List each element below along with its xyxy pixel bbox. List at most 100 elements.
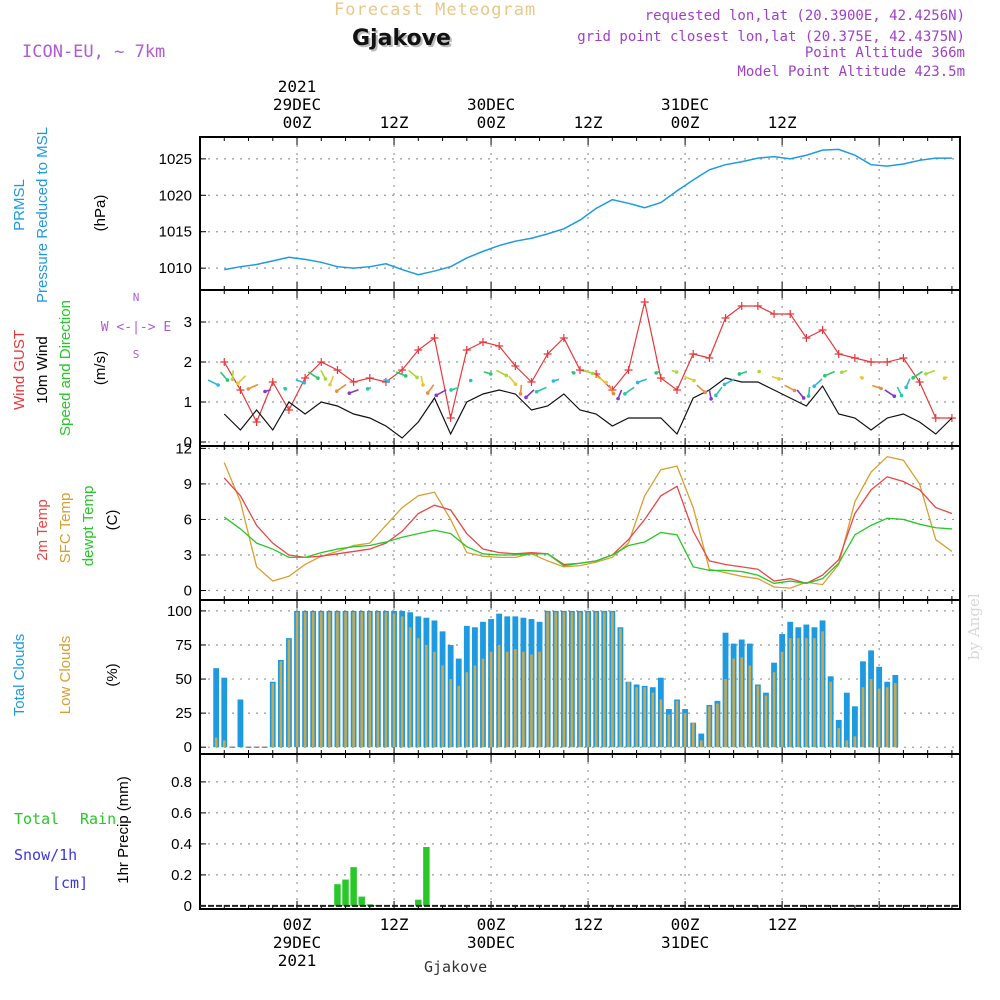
gust-marker xyxy=(543,350,552,358)
rain-bar xyxy=(350,867,357,906)
label-dewpt-temp: dewpt Temp xyxy=(80,486,97,567)
rain-bar xyxy=(415,899,422,906)
label-speed-direction: Speed and Direction xyxy=(57,300,74,436)
low-cloud-bar xyxy=(295,612,299,748)
y-tick-label: 75 xyxy=(175,637,192,654)
total-cloud-bar xyxy=(221,677,228,748)
low-cloud-bar xyxy=(691,722,695,748)
low-cloud-bar xyxy=(514,649,517,748)
low-cloud-bar xyxy=(764,695,768,748)
wind-arrow-head xyxy=(230,377,235,382)
wind-arrow-head xyxy=(812,384,816,389)
gust-marker xyxy=(753,302,762,310)
low-cloud-bar xyxy=(319,612,323,748)
low-cloud-bar xyxy=(473,665,477,748)
wind-arrow-head xyxy=(635,380,640,385)
wind-arrow xyxy=(247,383,259,390)
low-cloud-bar xyxy=(683,713,687,748)
label-total-clouds: Total Clouds xyxy=(11,634,28,717)
low-cloud-bar xyxy=(344,612,347,748)
low-cloud-bar xyxy=(797,638,800,748)
wind-arrow-head xyxy=(924,372,928,376)
wind-arrow xyxy=(207,379,219,386)
wind-arrow-head xyxy=(434,393,439,398)
low-cloud-bar xyxy=(772,672,776,748)
gust-marker xyxy=(430,334,439,342)
y-tick-label: 3 xyxy=(184,547,192,564)
low-cloud-bar xyxy=(861,687,865,748)
legend-cm: [cm] xyxy=(52,874,88,892)
panel-frame xyxy=(199,136,961,291)
wind-direction-arrows xyxy=(207,369,948,401)
wind-arrow-head xyxy=(328,382,332,387)
wind-arrow-head xyxy=(674,370,679,374)
wind-arrow-head xyxy=(692,378,696,383)
wind-arrow-head xyxy=(488,372,493,376)
top-axis-hour: 00Z xyxy=(477,113,506,132)
gust-marker xyxy=(284,406,293,414)
gust-marker xyxy=(317,358,326,366)
wind-arrow-head xyxy=(737,372,742,376)
rain-bar xyxy=(342,879,349,906)
low-cloud-bar xyxy=(368,612,372,748)
low-cloud-bar xyxy=(481,658,485,748)
gust-marker xyxy=(931,414,940,422)
wind-compass: W <-|-> E xyxy=(101,320,171,335)
low-cloud-bar xyxy=(303,612,307,748)
top-axis-hour: 12Z xyxy=(768,113,797,132)
total-cloud-bar xyxy=(843,692,850,748)
top-axis-hour: 12Z xyxy=(380,113,409,132)
rain-bar xyxy=(358,896,365,906)
label-1hr-precip: 1hr Precip (mm) xyxy=(115,776,132,884)
gust-marker xyxy=(721,314,730,322)
low-cloud-bar xyxy=(627,681,630,748)
low-cloud-bar xyxy=(748,665,752,748)
panel-frame xyxy=(199,753,961,910)
low-cloud-bar xyxy=(740,657,743,748)
low-cloud-bar xyxy=(611,612,614,748)
low-cloud-bar xyxy=(384,612,388,748)
low-cloud-bar xyxy=(360,612,363,748)
label-wind-gust: Wind GUST xyxy=(11,330,28,410)
y-tick-label: 25 xyxy=(175,705,192,722)
label-prmsl: PRMSL xyxy=(11,179,28,231)
panel-temperature xyxy=(199,445,961,601)
low-cloud-bar xyxy=(425,644,428,748)
gust-marker xyxy=(867,358,876,366)
y-tick-label: 1025 xyxy=(159,151,192,168)
y-tick-label: 0.6 xyxy=(171,805,192,822)
wind-arrow-head xyxy=(604,380,608,385)
y-tick-label: 0 xyxy=(184,739,192,756)
low-cloud-bar xyxy=(336,612,339,748)
gust-marker xyxy=(705,354,714,362)
gust-marker xyxy=(915,378,924,386)
top-axis-hour: 12Z xyxy=(574,113,603,132)
gust-marker xyxy=(786,310,795,318)
wind-arrow-head xyxy=(722,382,727,387)
page-title: Gjakove xyxy=(352,26,451,51)
wind-arrow xyxy=(912,370,923,379)
low-cloud-bar xyxy=(756,685,760,748)
wind-arrow xyxy=(884,389,895,397)
low-cloud-bar xyxy=(441,665,444,748)
wind-arrow-head xyxy=(611,391,616,396)
low-cloud-bar xyxy=(708,706,711,748)
wind-arrow xyxy=(525,389,535,398)
point-altitude: Point Altitude 366m xyxy=(804,45,965,61)
bottom-axis-hour: 00Z xyxy=(283,915,312,934)
gust-marker xyxy=(899,354,908,362)
label-sfc-temp: SFC Temp xyxy=(57,493,74,564)
gust-marker xyxy=(737,302,746,310)
wind-arrow xyxy=(813,378,823,387)
low-cloud-bar xyxy=(602,612,606,748)
wind-arrow-head xyxy=(942,376,947,380)
gust-marker xyxy=(883,358,892,366)
cloud-bars xyxy=(213,610,899,748)
wind-arrow xyxy=(724,378,735,386)
gust-marker xyxy=(349,378,358,386)
top-axis-hour: 00Z xyxy=(671,113,700,132)
low-cloud-bar xyxy=(457,685,461,748)
model-name: ICON-EU, ~ 7km xyxy=(22,42,166,62)
wind-arrow-head xyxy=(263,389,267,394)
y-tick-label: 1020 xyxy=(159,187,192,204)
